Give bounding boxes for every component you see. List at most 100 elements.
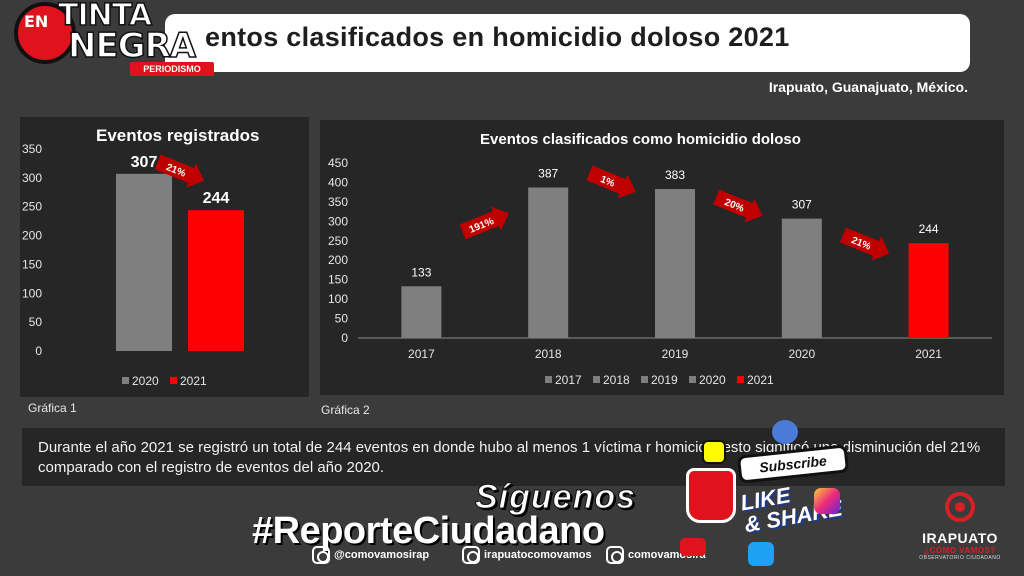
y-tick-label: 0 bbox=[341, 331, 348, 345]
data-label-2020: 307 bbox=[131, 154, 158, 171]
y-tick-label: 0 bbox=[35, 344, 42, 358]
y-tick-label: 350 bbox=[328, 195, 348, 209]
logo-en-text: EN bbox=[24, 12, 49, 31]
change-arrow-1: 1% bbox=[586, 165, 636, 199]
change-arrow-3: 21% bbox=[839, 227, 890, 261]
legend-swatch-2019 bbox=[641, 376, 648, 383]
y-tick-label: 100 bbox=[328, 292, 348, 306]
bar-2019 bbox=[655, 189, 695, 338]
y-tick-label: 250 bbox=[328, 234, 348, 248]
y-tick-label: 450 bbox=[328, 156, 348, 170]
y-tick-label: 50 bbox=[335, 312, 349, 326]
change-arrow-2-shape bbox=[713, 189, 763, 223]
legend-swatch-2021 bbox=[170, 377, 177, 384]
irapuato-mark-icon bbox=[945, 492, 975, 522]
chart2-caption: Gráfica 2 bbox=[321, 403, 370, 417]
data-label-2018: 387 bbox=[538, 167, 558, 181]
social-facebook-handle: irapuatocomovamos bbox=[484, 548, 592, 561]
y-tick-label: 100 bbox=[22, 286, 42, 300]
social-twitter[interactable]: @comovamosirap bbox=[312, 546, 429, 564]
chart2-panel: Eventos clasificados como homicidio dolo… bbox=[320, 120, 1004, 395]
y-tick-label: 200 bbox=[22, 229, 42, 243]
legend-swatch-2018 bbox=[593, 376, 600, 383]
bar-2018 bbox=[528, 187, 569, 338]
title-bar bbox=[165, 14, 970, 72]
legend-label-2020: 2020 bbox=[132, 374, 159, 388]
y-tick-label: 200 bbox=[328, 253, 348, 267]
legend-label-2018: 2018 bbox=[603, 373, 630, 387]
y-tick-label: 250 bbox=[22, 200, 42, 214]
y-tick-label: 400 bbox=[328, 175, 348, 189]
change-arrow-0-shape bbox=[459, 206, 509, 240]
bar-2021 bbox=[188, 210, 244, 351]
logo-registered-mark: ® bbox=[204, 22, 213, 36]
siguenos-label: Síguenos bbox=[474, 478, 637, 517]
en-tinta-negra-logo: EN TINTA NEGRA ® PERIODISMO bbox=[8, 0, 218, 80]
youtube-icon bbox=[680, 538, 706, 556]
x-tick-label: 2019 bbox=[662, 347, 689, 361]
data-label-2021: 244 bbox=[203, 190, 230, 207]
y-tick-label: 300 bbox=[22, 171, 42, 185]
legend-label-2017: 2017 bbox=[555, 373, 582, 387]
instagram-icon bbox=[606, 546, 624, 564]
change-arrow-3-shape bbox=[839, 227, 890, 261]
hashtag-label: #ReporteCiudadano bbox=[252, 510, 605, 552]
page-title: entos clasificados en homicidio doloso 2… bbox=[205, 22, 790, 52]
data-label-2020: 307 bbox=[792, 198, 812, 212]
logo-circle-icon bbox=[14, 2, 76, 64]
location-label: Irapuato, Guanajuato, México. bbox=[768, 79, 968, 95]
bar-2020 bbox=[116, 173, 172, 351]
logo-tinta-text: TINTA bbox=[57, 0, 153, 34]
x-tick-label: 2017 bbox=[408, 347, 435, 361]
data-label-2021: 244 bbox=[919, 222, 939, 236]
change-arrow-0: 191% bbox=[459, 206, 509, 240]
logo-negra-text: NEGRA bbox=[67, 25, 197, 67]
change-arrow-2: 20% bbox=[713, 189, 763, 223]
chart1-panel: Eventos registrados 0 50 100 150 200 250 300 35… bbox=[20, 117, 309, 397]
legend-swatch-2020 bbox=[689, 376, 696, 383]
logo-periodismo-text: PERIODISMO bbox=[130, 62, 214, 76]
irapuato-sub: OBSERVATORIO CIUDADANO bbox=[919, 555, 1001, 561]
legend-label-2021: 2021 bbox=[747, 373, 774, 387]
instagram-badge-icon bbox=[814, 488, 840, 514]
legend-swatch-2020 bbox=[122, 377, 129, 384]
change-arrow-0: 21% bbox=[154, 154, 205, 188]
change-arrow-1-shape bbox=[586, 165, 636, 199]
x-tick-label: 2020 bbox=[788, 347, 815, 361]
facebook-like-icon bbox=[772, 420, 798, 444]
facebook-icon bbox=[462, 546, 480, 564]
change-arrow-1-label: 1% bbox=[599, 174, 617, 190]
legend-swatch-2021 bbox=[737, 376, 744, 383]
bar-2017 bbox=[401, 286, 442, 338]
social-facebook[interactable]: irapuatocomovamos bbox=[462, 546, 592, 564]
legend-label-2021: 2021 bbox=[180, 374, 207, 388]
twitter-badge-icon bbox=[748, 542, 774, 566]
irapuato-name: IRAPUATO bbox=[922, 530, 998, 546]
y-tick-label: 150 bbox=[328, 273, 348, 287]
y-tick-label: 300 bbox=[328, 214, 348, 228]
social-twitter-handle: @comovamosirap bbox=[334, 548, 430, 561]
x-tick-label: 2021 bbox=[915, 347, 942, 361]
description-text: Durante el año 2021 se registró un total… bbox=[38, 439, 981, 476]
bar-2021 bbox=[908, 243, 949, 338]
irapuato-como-vamos-logo: IRAPUATO ¿CÓMO VAMOS? OBSERVATORIO CIUDA… bbox=[905, 492, 1015, 572]
chart2-title: Eventos clasificados como homicidio dolo… bbox=[480, 131, 801, 148]
y-tick-label: 150 bbox=[22, 257, 42, 271]
data-label-2017: 133 bbox=[411, 265, 431, 279]
chart1-caption: Gráfica 1 bbox=[28, 401, 77, 415]
legend-label-2019: 2019 bbox=[651, 373, 678, 387]
data-label-2019: 383 bbox=[665, 168, 685, 182]
bar-2020 bbox=[781, 218, 822, 338]
legend-label-2020: 2020 bbox=[699, 373, 726, 387]
chart1-svg: 0 50 100 150 200 250 300 350 307 244 21% 2020 2021 bbox=[22, 142, 244, 388]
chart2-svg: 0 50 100 150 200 250 300 350 400 450 133 2017 387 201… bbox=[328, 156, 992, 387]
thumbs-up-icon bbox=[686, 468, 736, 523]
change-arrow-0-shape bbox=[154, 154, 205, 188]
y-tick-label: 50 bbox=[29, 315, 43, 329]
irapuato-tagline: ¿CÓMO VAMOS? bbox=[924, 546, 996, 555]
x-tick-label: 2018 bbox=[535, 347, 562, 361]
snapchat-icon bbox=[702, 440, 726, 464]
legend-swatch-2017 bbox=[545, 376, 552, 383]
twitter-icon bbox=[312, 546, 330, 564]
y-tick-label: 350 bbox=[22, 142, 42, 156]
